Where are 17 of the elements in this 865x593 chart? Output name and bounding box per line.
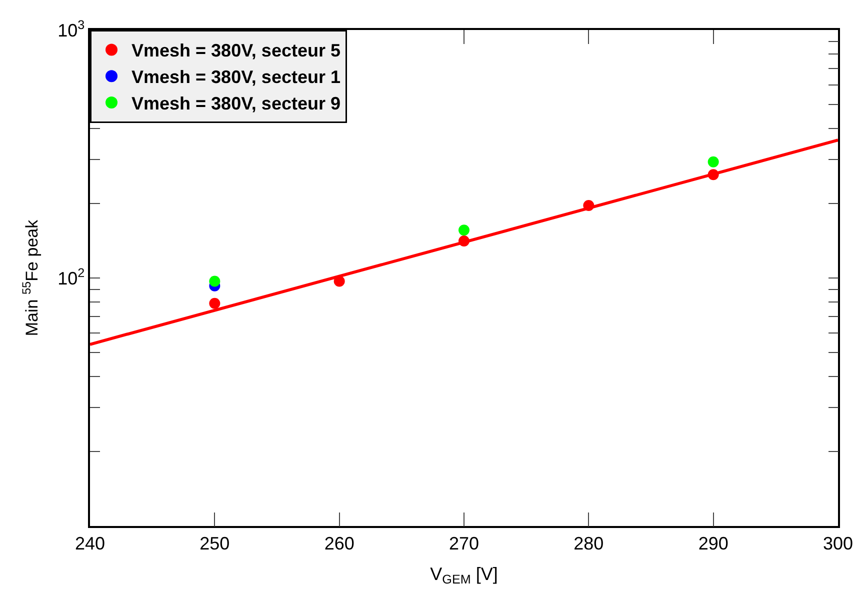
x-tick-label: 240 bbox=[74, 533, 106, 554]
x-axis-title: V$_{GEM}$ [V] bbox=[430, 564, 498, 587]
x-tick-label: 300 bbox=[822, 533, 854, 554]
legend-label: Vmesh = 380V, secteur 1 bbox=[132, 67, 340, 88]
point bbox=[209, 276, 220, 287]
x-tick-label: 270 bbox=[448, 533, 480, 554]
y-tick-label: 10$^{3}$ bbox=[58, 18, 85, 40]
x-tick-label: 280 bbox=[574, 533, 604, 554]
point bbox=[209, 298, 220, 309]
legend-label: Vmesh = 380V, secteur 5 bbox=[132, 40, 340, 61]
x-tick-label: 250 bbox=[200, 533, 230, 554]
point bbox=[458, 224, 470, 236]
legend-label: Vmesh = 380V, secteur 9 bbox=[132, 94, 340, 114]
x-tick-label: 290 bbox=[698, 533, 728, 554]
x-tick-label: 260 bbox=[324, 533, 354, 554]
y-tick-label: 10$^{2}$ bbox=[58, 266, 85, 288]
point bbox=[708, 156, 719, 168]
